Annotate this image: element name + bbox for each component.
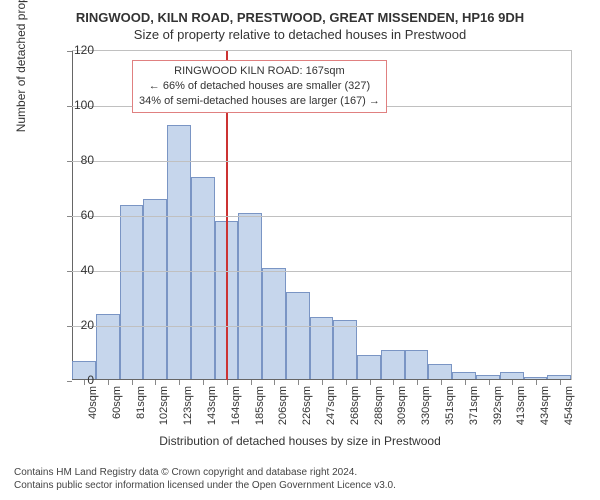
ytick-label: 40: [81, 263, 94, 277]
page-title: RINGWOOD, KILN ROAD, PRESTWOOD, GREAT MI…: [0, 0, 600, 25]
xtick-mark: [132, 380, 133, 385]
xtick-mark: [512, 380, 513, 385]
bar: [381, 350, 405, 380]
page-subtitle: Size of property relative to detached ho…: [0, 25, 600, 42]
bar: [96, 314, 120, 380]
xtick-mark: [417, 380, 418, 385]
xtick-mark: [346, 380, 347, 385]
xtick-mark: [536, 380, 537, 385]
ytick-mark: [67, 106, 72, 107]
xtick-mark: [560, 380, 561, 385]
bar: [286, 292, 310, 380]
annotation-box: RINGWOOD KILN ROAD: 167sqm ← 66% of deta…: [132, 60, 387, 113]
gridline: [72, 271, 571, 272]
xtick-mark: [274, 380, 275, 385]
attribution-line-2: Contains public sector information licen…: [14, 479, 396, 492]
bar: [143, 199, 167, 380]
xtick-mark: [441, 380, 442, 385]
ytick-label: 0: [87, 373, 94, 387]
xtick-mark: [465, 380, 466, 385]
ytick-label: 80: [81, 153, 94, 167]
xtick-mark: [84, 380, 85, 385]
xtick-mark: [489, 380, 490, 385]
ytick-mark: [67, 326, 72, 327]
bar: [120, 205, 144, 380]
xtick-mark: [203, 380, 204, 385]
plot-area: RINGWOOD KILN ROAD: 167sqm ← 66% of deta…: [72, 50, 572, 380]
ytick-label: 20: [81, 318, 94, 332]
ytick-mark: [67, 161, 72, 162]
xtick-mark: [251, 380, 252, 385]
ytick-label: 100: [74, 98, 94, 112]
ytick-mark: [67, 216, 72, 217]
ytick-label: 60: [81, 208, 94, 222]
xtick-mark: [322, 380, 323, 385]
ytick-mark: [67, 51, 72, 52]
xtick-mark: [393, 380, 394, 385]
gridline: [72, 326, 571, 327]
x-axis-label: Distribution of detached houses by size …: [0, 434, 600, 448]
gridline: [72, 216, 571, 217]
attribution-line-1: Contains HM Land Registry data © Crown c…: [14, 466, 396, 479]
chart-container: RINGWOOD, KILN ROAD, PRESTWOOD, GREAT MI…: [0, 0, 600, 500]
ytick-mark: [67, 271, 72, 272]
xtick-mark: [108, 380, 109, 385]
xtick-mark: [370, 380, 371, 385]
xtick-mark: [155, 380, 156, 385]
gridline: [72, 161, 571, 162]
bar: [167, 125, 191, 380]
attribution-text: Contains HM Land Registry data © Crown c…: [14, 466, 396, 492]
xtick-mark: [298, 380, 299, 385]
ytick-label: 120: [74, 43, 94, 57]
annotation-line-3: 34% of semi-detached houses are larger (…: [139, 94, 380, 109]
bar: [333, 320, 357, 380]
annotation-line-2: ← 66% of detached houses are smaller (32…: [139, 79, 380, 94]
ytick-mark: [67, 381, 72, 382]
xtick-mark: [179, 380, 180, 385]
bar: [428, 364, 452, 380]
bar: [405, 350, 429, 380]
bar: [238, 213, 262, 380]
bar: [357, 355, 381, 380]
bar: [191, 177, 215, 380]
y-axis-label: Number of detached properties: [14, 0, 28, 132]
xtick-mark: [227, 380, 228, 385]
annotation-line-1: RINGWOOD KILN ROAD: 167sqm: [139, 64, 380, 79]
bar: [262, 268, 286, 380]
